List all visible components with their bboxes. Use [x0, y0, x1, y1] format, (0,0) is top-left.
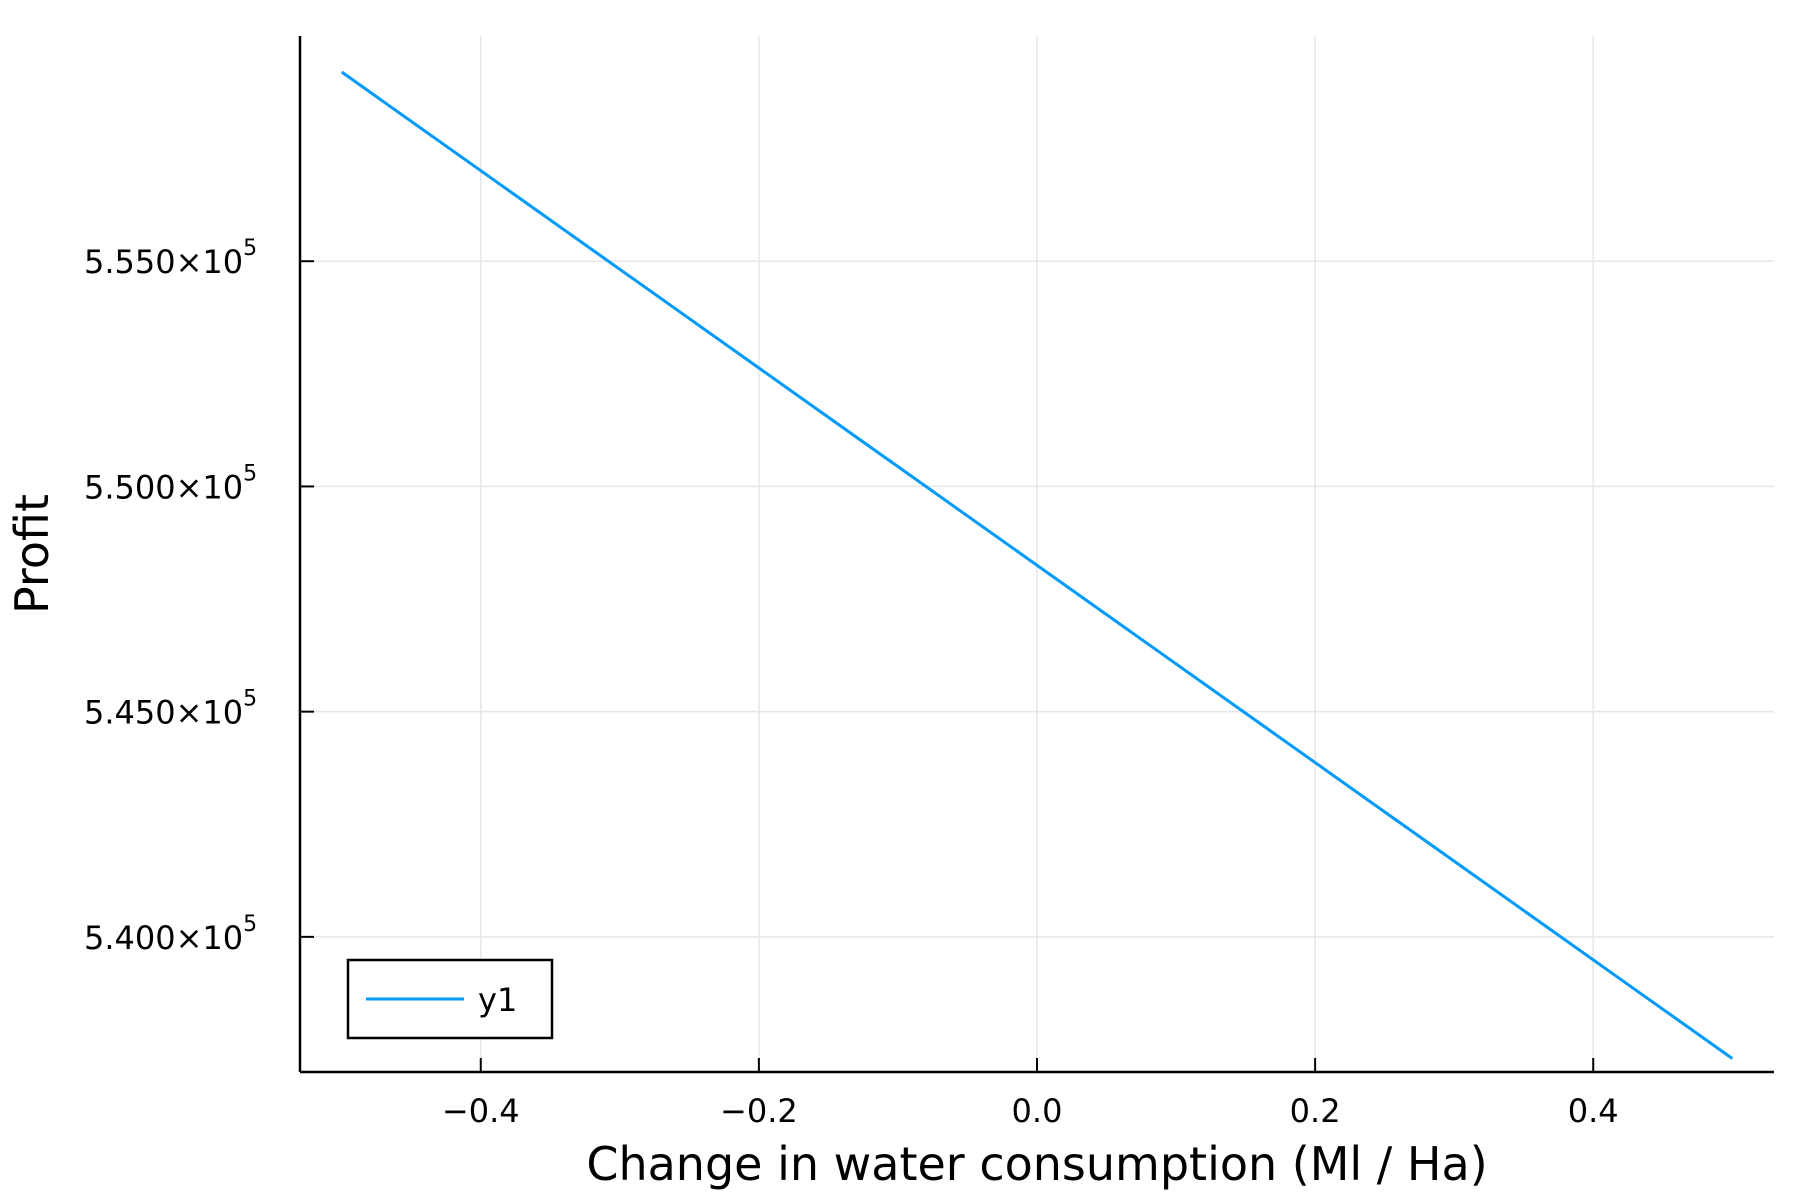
x-tick-label: 0.2: [1290, 1092, 1341, 1130]
x-tick-label: 0.0: [1012, 1092, 1063, 1130]
y-tick-label: 5.450×105: [84, 687, 257, 732]
series-layer: [340, 70, 1734, 1060]
legend: y1: [346, 958, 554, 1040]
legend-label-y1: y1: [478, 981, 517, 1019]
y-tick-label: 5.500×105: [84, 461, 257, 506]
y-axis-title: Profit: [5, 494, 59, 614]
x-tick-label: 0.4: [1568, 1092, 1619, 1130]
y-tick-label: 5.400×105: [84, 912, 257, 957]
x-ticks: −0.4 −0.2 0.0 0.2 0.4: [442, 1058, 1619, 1130]
x-tick-label: −0.4: [442, 1092, 520, 1130]
y-tick-label: 5.550×105: [84, 236, 257, 281]
y-ticks: 5.400×105 5.450×105 5.500×105 5.550×105: [84, 236, 314, 957]
x-tick-label: −0.2: [720, 1092, 798, 1130]
series-line-y1: [340, 70, 1734, 1060]
grid: [300, 36, 1774, 1072]
x-axis-title: Change in water consumption (Ml / Ha): [586, 1137, 1487, 1191]
